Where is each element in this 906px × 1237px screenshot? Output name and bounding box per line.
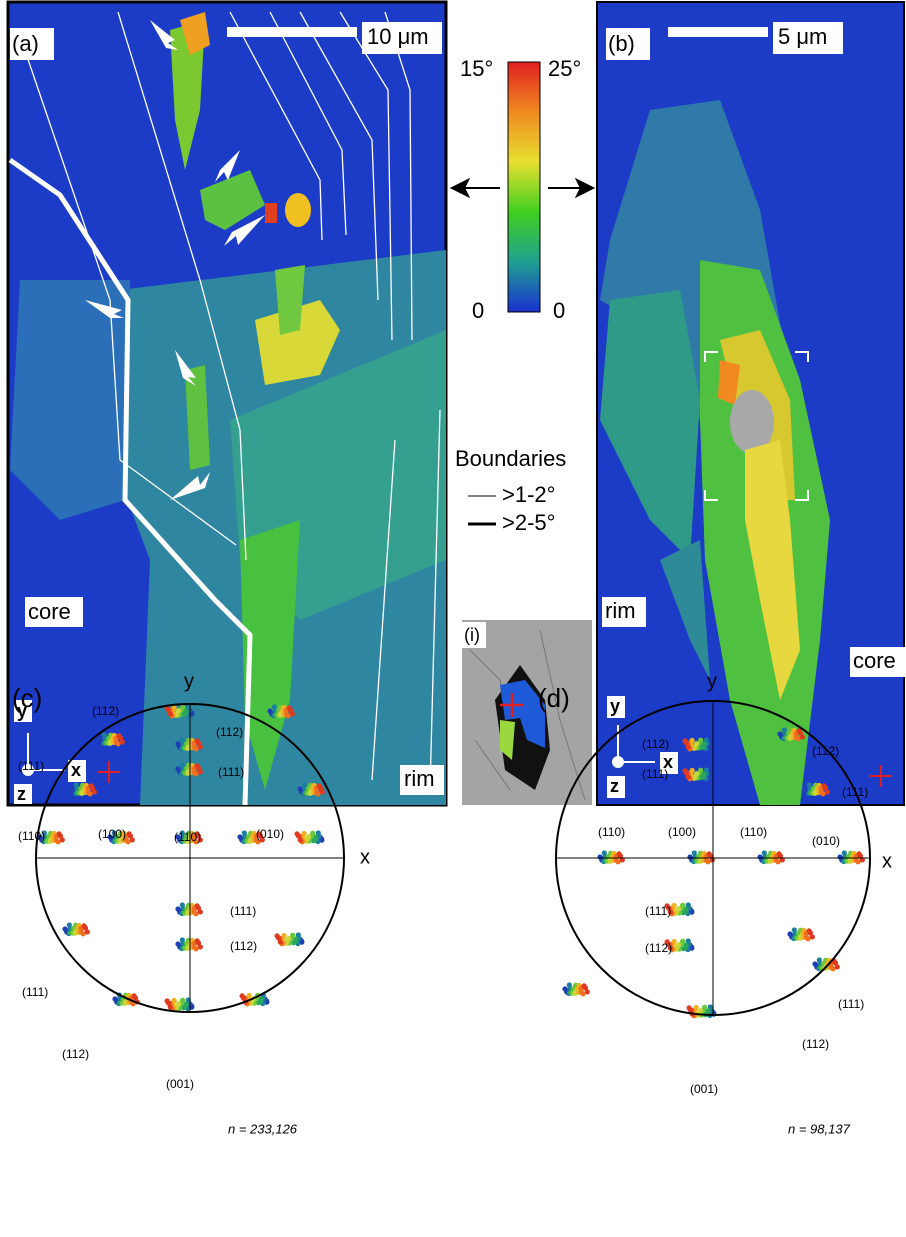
pole-point [800, 734, 805, 739]
scale-tick-label: 0 [472, 298, 484, 323]
pole-point [168, 1004, 173, 1009]
legend-label: >1-2° [502, 482, 555, 507]
pole-label: (111) [642, 767, 668, 781]
grain-region [285, 193, 311, 227]
pole-label: (111) [18, 759, 44, 773]
pole-point [290, 711, 295, 716]
pole-label: (110) [18, 829, 45, 843]
inset-label: (i) [464, 625, 480, 645]
pole-point [85, 929, 90, 934]
region-label: rim [605, 598, 636, 623]
pole-label: (111) [22, 985, 48, 999]
pole-point [585, 989, 590, 994]
pole-point [835, 964, 840, 969]
axis-label: x [360, 846, 370, 868]
axis-label: z [610, 776, 619, 796]
pole-point [198, 944, 203, 949]
axis-origin [613, 757, 623, 767]
boundary-legend: Boundaries >1-2° >2-5° [455, 446, 566, 535]
pole-label: (111) [218, 765, 244, 779]
pole-label: (112) [92, 704, 119, 718]
axis-label: z [17, 784, 26, 804]
axis-label: y [184, 670, 194, 692]
scale-label: 10 μm [367, 24, 429, 49]
pole-label: (110) [740, 825, 767, 839]
pole-point [168, 711, 173, 716]
pole-point [810, 934, 815, 939]
scale-label: 5 μm [778, 24, 827, 49]
pole-label: (110) [174, 830, 201, 844]
pole-label: (001) [166, 1077, 194, 1091]
pole-point [298, 837, 303, 842]
pole-label: (010) [812, 834, 840, 848]
axis-label: x [882, 850, 892, 872]
pole-label: (001) [690, 1082, 718, 1096]
panel-label: (b) [608, 31, 635, 56]
pole-label: (100) [668, 825, 696, 839]
pole-label: (111) [230, 904, 256, 918]
pole-label: (112) [812, 744, 839, 758]
pole-point [120, 739, 125, 744]
pole-point [686, 744, 691, 749]
pole-label: (112) [642, 737, 669, 751]
pole-point [198, 744, 203, 749]
pole-label: (110) [598, 825, 625, 839]
grain-region [265, 203, 277, 223]
pole-label: (100) [98, 827, 126, 841]
figure: 10 μm (a) core rim y x z 15° 25° [0, 0, 906, 1237]
scale-bar [227, 27, 357, 37]
pole-label: (010) [256, 827, 284, 841]
pole-point [198, 909, 203, 914]
color-bar [508, 62, 540, 312]
scale-tick-label: 25° [548, 56, 581, 81]
panel-label: (d) [538, 683, 570, 713]
pole-point [60, 837, 65, 842]
pole-point [130, 837, 135, 842]
map-a: 10 μm (a) core rim y x z [8, 2, 446, 805]
scale-tick-label: 15° [460, 56, 493, 81]
pole-label: (111) [842, 785, 868, 799]
pole-label: (111) [838, 997, 864, 1011]
region-label: core [28, 599, 71, 624]
legend-title: Boundaries [455, 446, 566, 471]
pole-point [686, 774, 691, 779]
axis-label: y [610, 696, 620, 716]
axis-label: x [71, 760, 81, 780]
pole-point [198, 769, 203, 774]
pole-label: (112) [62, 1047, 89, 1061]
arrow [548, 180, 593, 196]
pole-label: (112) [645, 941, 672, 955]
inset: (i) [462, 620, 592, 805]
legend-label: >2-5° [502, 510, 555, 535]
pole-point [278, 939, 283, 944]
pole-label: (112) [230, 939, 257, 953]
axis-label: y [707, 670, 717, 692]
panel-label: (c) [12, 683, 42, 713]
pole-label: (112) [216, 725, 243, 739]
arrow [452, 180, 500, 196]
color-scale: 15° 25° 0 0 [452, 56, 593, 323]
pole-point [92, 789, 97, 794]
map-b: 5 μm (b) rim core y x z [597, 2, 905, 805]
count-label: n = 233,126 [228, 1121, 298, 1136]
pole-point [825, 789, 830, 794]
scale-tick-label: 0 [553, 298, 565, 323]
pole-label: (112) [802, 1037, 829, 1051]
scale-bar [668, 27, 768, 37]
pole-point [320, 789, 325, 794]
region-label: core [853, 648, 896, 673]
panel-label: (a) [12, 31, 39, 56]
region-label: rim [404, 766, 435, 791]
count-label: n = 98,137 [788, 1121, 851, 1136]
pole-label: (111) [645, 904, 671, 918]
